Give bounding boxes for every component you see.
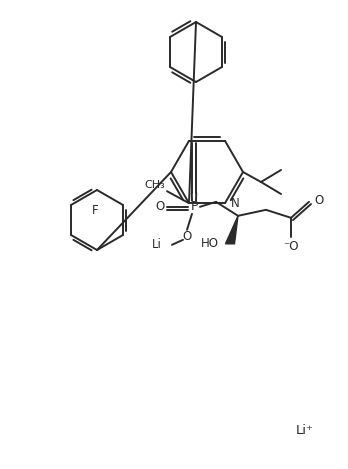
Text: Li⁺: Li⁺ xyxy=(296,424,314,437)
Text: O: O xyxy=(155,200,165,213)
Text: P: P xyxy=(190,200,198,213)
Text: Li: Li xyxy=(152,238,162,251)
Polygon shape xyxy=(226,216,238,244)
Text: F: F xyxy=(92,204,98,217)
Text: O: O xyxy=(182,230,192,243)
Text: N: N xyxy=(231,197,240,210)
Text: O: O xyxy=(314,194,323,207)
Text: CH₃: CH₃ xyxy=(144,180,165,190)
Text: ⁻O: ⁻O xyxy=(283,240,299,253)
Text: HO: HO xyxy=(201,237,219,250)
